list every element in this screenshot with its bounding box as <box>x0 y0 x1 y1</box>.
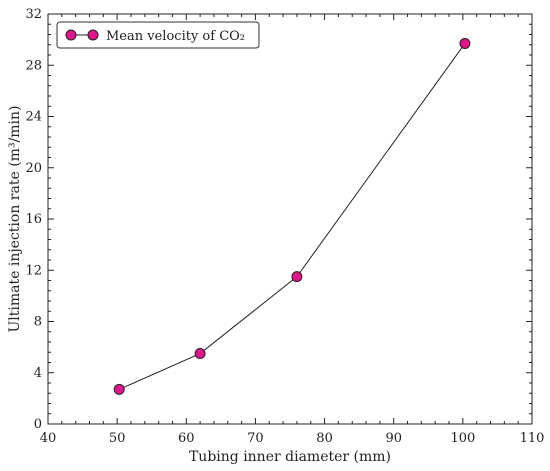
y-tick-label: 16 <box>25 212 42 227</box>
legend-box <box>56 21 260 49</box>
legend-label: Mean velocity of CO₂ <box>106 29 245 44</box>
x-tick-label: 110 <box>520 431 545 446</box>
data-point <box>291 271 303 283</box>
x-tick-label: 60 <box>178 431 195 446</box>
tick-group: 40 50 60 70 80 90 100 110 0 4 8 12 16 20 24 28 32 <box>25 7 544 446</box>
data-point <box>459 37 471 49</box>
x-axis-title: Tubing inner diameter (mm) <box>189 449 391 465</box>
data-point <box>194 348 206 360</box>
data-point <box>113 383 125 395</box>
y-tick-label: 20 <box>25 161 42 176</box>
y-tick-label: 32 <box>25 7 42 22</box>
legend-marker <box>65 29 77 41</box>
series-line <box>119 43 466 390</box>
y-axis-title: Ultimate injection rate (m³/min) <box>7 105 23 332</box>
legend: Mean velocity of CO₂ <box>56 21 260 49</box>
x-tick-label: 90 <box>385 431 402 446</box>
y-tick-label: 4 <box>34 366 42 381</box>
y-tick-label: 8 <box>34 315 42 330</box>
x-tick-label: 40 <box>40 431 57 446</box>
plot-frame <box>47 13 533 425</box>
data-points <box>113 37 471 395</box>
y-tick-label: 28 <box>25 58 42 73</box>
x-tick-label: 100 <box>450 431 475 446</box>
y-tick-label: 12 <box>25 263 42 278</box>
y-tick-label: 0 <box>34 417 42 432</box>
legend-marker <box>87 29 99 41</box>
x-tick-label: 80 <box>316 431 333 446</box>
x-tick-label: 50 <box>109 431 126 446</box>
y-tick-label: 24 <box>25 110 42 125</box>
x-tick-label: 70 <box>247 431 264 446</box>
